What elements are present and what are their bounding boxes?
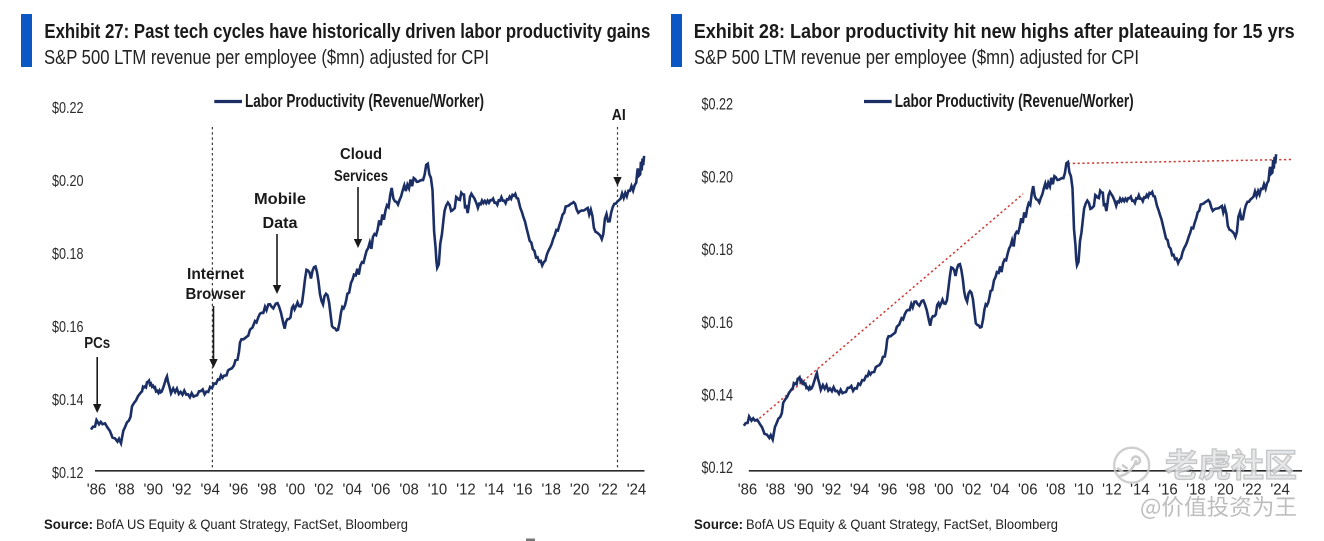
svg-text:Internet: Internet bbox=[187, 266, 244, 283]
svg-text:'20: '20 bbox=[570, 482, 590, 499]
svg-text:'08: '08 bbox=[1046, 482, 1066, 499]
svg-text:'24: '24 bbox=[627, 482, 647, 499]
svg-text:S&P 500 LTM revenue per employ: S&P 500 LTM revenue per employee ($mn) a… bbox=[694, 47, 1139, 69]
svg-text:'00: '00 bbox=[286, 482, 306, 499]
svg-text:$0.18: $0.18 bbox=[52, 246, 84, 263]
svg-text:'10: '10 bbox=[428, 482, 448, 499]
svg-text:'86: '86 bbox=[87, 482, 107, 499]
svg-text:Services: Services bbox=[334, 168, 388, 185]
svg-text:$0.14: $0.14 bbox=[702, 386, 734, 405]
svg-text:'88: '88 bbox=[766, 482, 786, 499]
svg-text:'16: '16 bbox=[1158, 482, 1178, 499]
svg-text:'02: '02 bbox=[314, 482, 334, 499]
svg-text:'18: '18 bbox=[541, 482, 561, 499]
svg-text:'02: '02 bbox=[962, 482, 982, 499]
svg-text:$0.12: $0.12 bbox=[52, 465, 84, 482]
svg-text:'24: '24 bbox=[1270, 482, 1290, 499]
svg-text:$0.20: $0.20 bbox=[52, 173, 84, 190]
svg-text:'22: '22 bbox=[1242, 482, 1262, 499]
svg-text:'14: '14 bbox=[485, 482, 505, 499]
svg-text:'00: '00 bbox=[934, 482, 954, 499]
svg-text:'04: '04 bbox=[343, 482, 363, 499]
svg-text:'14: '14 bbox=[1130, 482, 1150, 499]
svg-text:Labor Productivity (Revenue/Wo: Labor Productivity (Revenue/Worker) bbox=[245, 91, 484, 111]
svg-text:Browser: Browser bbox=[186, 286, 246, 303]
svg-text:BofA US Equity & Quant Strateg: BofA US Equity & Quant Strategy, FactSet… bbox=[746, 517, 1058, 532]
svg-text:'96: '96 bbox=[878, 482, 898, 499]
svg-text:'18: '18 bbox=[1186, 482, 1206, 499]
svg-text:'22: '22 bbox=[598, 482, 618, 499]
svg-text:'94: '94 bbox=[850, 482, 870, 499]
svg-text:'92: '92 bbox=[172, 482, 192, 499]
svg-text:S&P 500 LTM revenue per employ: S&P 500 LTM revenue per employee ($mn) a… bbox=[44, 47, 489, 69]
svg-text:$0.22: $0.22 bbox=[702, 95, 734, 114]
svg-text:Source:: Source: bbox=[694, 517, 743, 532]
svg-text:'90: '90 bbox=[794, 482, 814, 499]
svg-text:'10: '10 bbox=[1074, 482, 1094, 499]
svg-text:'92: '92 bbox=[822, 482, 842, 499]
svg-text:Labor Productivity (Revenue/Wo: Labor Productivity (Revenue/Worker) bbox=[895, 91, 1134, 111]
svg-text:'98: '98 bbox=[906, 482, 926, 499]
svg-text:'88: '88 bbox=[115, 482, 135, 499]
svg-text:PCs: PCs bbox=[84, 335, 110, 352]
svg-text:'16: '16 bbox=[513, 482, 533, 499]
svg-text:$0.14: $0.14 bbox=[52, 392, 84, 409]
svg-text:Exhibit 28: Labor productivity: Exhibit 28: Labor productivity hit new h… bbox=[694, 20, 1295, 43]
svg-text:'20: '20 bbox=[1214, 482, 1234, 499]
svg-text:'98: '98 bbox=[257, 482, 277, 499]
svg-text:'04: '04 bbox=[990, 482, 1010, 499]
svg-text:'12: '12 bbox=[456, 482, 476, 499]
svg-text:'12: '12 bbox=[1102, 482, 1122, 499]
svg-text:$0.20: $0.20 bbox=[702, 167, 734, 186]
svg-text:Mobile: Mobile bbox=[254, 191, 306, 208]
svg-text:'90: '90 bbox=[144, 482, 164, 499]
svg-text:AI: AI bbox=[612, 107, 626, 124]
svg-text:'06: '06 bbox=[371, 482, 391, 499]
svg-text:$0.12: $0.12 bbox=[702, 458, 734, 477]
svg-text:'08: '08 bbox=[399, 482, 419, 499]
svg-text:$0.16: $0.16 bbox=[702, 313, 734, 332]
svg-text:$0.18: $0.18 bbox=[702, 240, 734, 259]
svg-text:Exhibit 27: Past tech cycles h: Exhibit 27: Past tech cycles have histor… bbox=[44, 20, 650, 43]
svg-text:$0.22: $0.22 bbox=[52, 100, 84, 117]
svg-text:Cloud: Cloud bbox=[340, 146, 382, 163]
svg-text:'94: '94 bbox=[200, 482, 220, 499]
svg-text:BofA US Equity & Quant Strateg: BofA US Equity & Quant Strategy, FactSet… bbox=[96, 517, 408, 532]
svg-text:Data: Data bbox=[263, 215, 298, 232]
svg-text:'96: '96 bbox=[229, 482, 249, 499]
svg-text:$0.16: $0.16 bbox=[52, 319, 84, 336]
svg-text:Source:: Source: bbox=[44, 517, 93, 532]
svg-text:'86: '86 bbox=[738, 482, 758, 499]
svg-text:'06: '06 bbox=[1018, 482, 1038, 499]
